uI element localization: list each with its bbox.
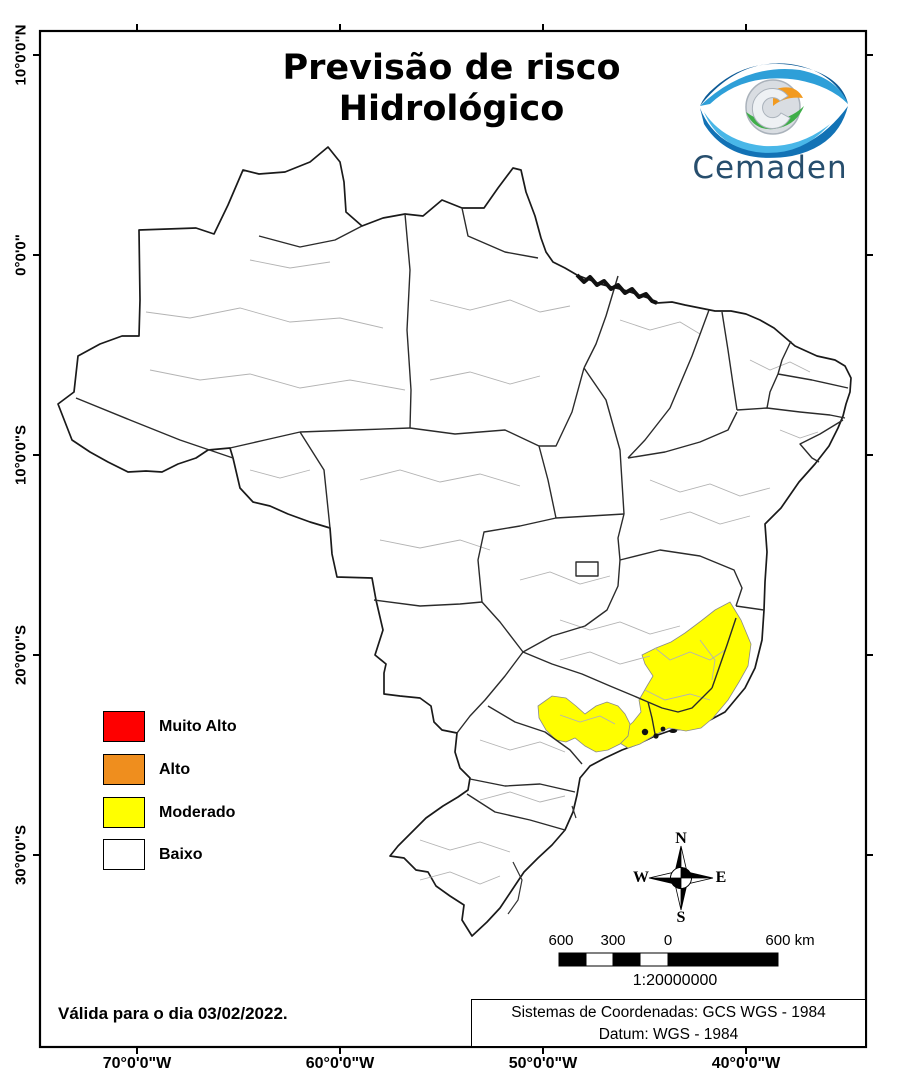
page-title: Previsão de risco Hidrológico: [0, 48, 903, 130]
state-borders: [75, 207, 849, 831]
lon-label-70w: 70°0'0"W: [102, 1055, 172, 1072]
lat-label-30s: 30°0'0"S: [12, 824, 30, 886]
scale-ratio: 1:20000000: [632, 972, 718, 989]
lat-label-10s: 10°0'0"S: [12, 424, 30, 486]
legend-swatch-moderado: [103, 797, 145, 828]
scale-label-0: 0: [663, 932, 673, 949]
legend-label-muito-alto: Muito Alto: [159, 717, 237, 735]
cemaden-logo: [700, 63, 848, 158]
scale-bar: [558, 952, 779, 967]
legend-label-baixo: Baixo: [159, 845, 203, 863]
legend-item-alto: Alto: [103, 754, 190, 785]
lon-label-50w: 50°0'0"W: [508, 1055, 578, 1072]
graticule-ticks: [33, 24, 873, 1054]
lat-label-10n: 10°0'0"N: [12, 24, 30, 86]
legend-swatch-baixo: [103, 839, 145, 870]
legend-swatch-alto: [103, 754, 145, 785]
north-jagged-coast: [575, 273, 658, 305]
rio-coast-islands: [641, 726, 677, 739]
compass-east-label: E: [715, 869, 727, 886]
scale-label-300: 300: [600, 932, 626, 949]
compass-north-label: N: [675, 830, 687, 847]
title-line-1: Previsão de risco: [282, 48, 621, 88]
compass-south-label: S: [676, 909, 686, 926]
south-lagoon: [507, 805, 577, 915]
title-line-2: Hidrológico: [338, 89, 565, 129]
legend-item-muito-alto: Muito Alto: [103, 711, 237, 742]
cemaden-wordmark: Cemaden: [692, 150, 848, 186]
compass-west-label: W: [633, 869, 649, 886]
risk-region-moderate: [537, 601, 752, 753]
coordinate-system-box: Sistemas de Coordenadas: GCS WGS - 1984 …: [471, 999, 866, 1047]
coordinate-system-line: Sistemas de Coordenadas: GCS WGS - 1984: [511, 1004, 826, 1021]
scale-label-600-left: 600: [548, 932, 574, 949]
scale-label-600-km: 600 km: [765, 932, 815, 949]
legend-item-moderado: Moderado: [103, 797, 235, 828]
legend-swatch-muito-alto: [103, 711, 145, 742]
lat-label-20s: 20°0'0"S: [12, 624, 30, 686]
validity-note: Válida para o dia 03/02/2022.: [58, 1004, 288, 1023]
lon-label-60w: 60°0'0"W: [305, 1055, 375, 1072]
datum-line: Datum: WGS - 1984: [598, 1026, 739, 1043]
legend-label-moderado: Moderado: [159, 803, 236, 821]
legend-item-baixo: Baixo: [103, 839, 203, 870]
lon-label-40w: 40°0'0"W: [711, 1055, 781, 1072]
legend-label-alto: Alto: [159, 760, 191, 778]
compass-rose: [648, 845, 714, 911]
lat-label-0: 0°0'0": [12, 234, 30, 276]
